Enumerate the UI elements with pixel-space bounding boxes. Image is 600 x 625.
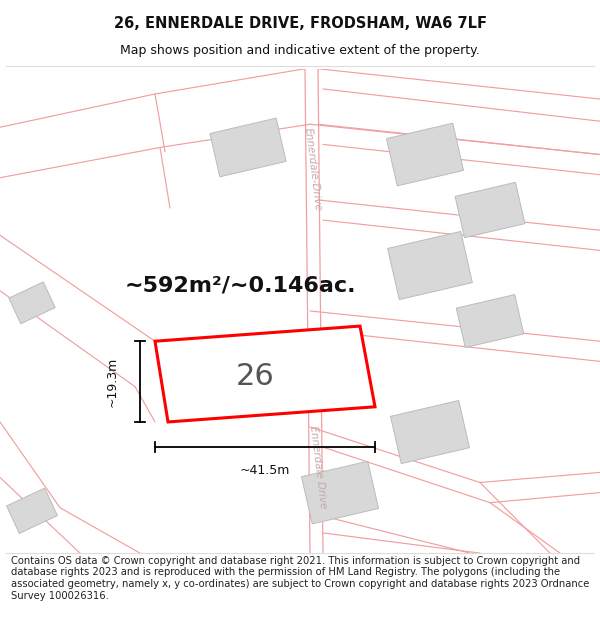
Polygon shape — [455, 182, 525, 238]
Polygon shape — [391, 401, 470, 464]
Text: Map shows position and indicative extent of the property.: Map shows position and indicative extent… — [120, 44, 480, 57]
Text: ~41.5m: ~41.5m — [240, 464, 290, 477]
Polygon shape — [456, 294, 524, 348]
Polygon shape — [301, 461, 379, 524]
Text: ~19.3m: ~19.3m — [106, 356, 119, 407]
Polygon shape — [388, 231, 472, 299]
Polygon shape — [7, 488, 58, 533]
Polygon shape — [210, 118, 286, 177]
Text: ~592m²/~0.146ac.: ~592m²/~0.146ac. — [124, 276, 356, 296]
Text: 26, ENNERDALE DRIVE, FRODSHAM, WA6 7LF: 26, ENNERDALE DRIVE, FRODSHAM, WA6 7LF — [113, 16, 487, 31]
Polygon shape — [386, 123, 464, 186]
Text: 26: 26 — [236, 362, 274, 391]
Polygon shape — [9, 282, 55, 324]
Polygon shape — [155, 326, 375, 422]
Text: Contains OS data © Crown copyright and database right 2021. This information is : Contains OS data © Crown copyright and d… — [11, 556, 589, 601]
Text: Ennerdale-Drive: Ennerdale-Drive — [303, 127, 323, 212]
Text: Ennerdale Drive: Ennerdale Drive — [308, 425, 328, 509]
